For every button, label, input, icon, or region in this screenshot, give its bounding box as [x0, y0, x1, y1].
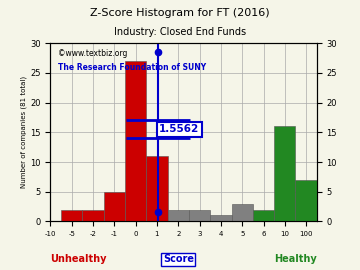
- Bar: [189, 210, 210, 221]
- Text: Z-Score Histogram for FT (2016): Z-Score Histogram for FT (2016): [90, 8, 270, 18]
- Bar: [253, 210, 274, 221]
- Bar: [104, 192, 125, 221]
- Bar: [168, 210, 189, 221]
- Text: Unhealthy: Unhealthy: [50, 254, 107, 264]
- Bar: [61, 210, 82, 221]
- Bar: [146, 156, 168, 221]
- Bar: [82, 210, 104, 221]
- Text: 1.5562: 1.5562: [159, 124, 199, 134]
- Text: Score: Score: [163, 254, 194, 264]
- Bar: [210, 215, 231, 221]
- Text: ©www.textbiz.org: ©www.textbiz.org: [58, 49, 128, 58]
- Text: The Research Foundation of SUNY: The Research Foundation of SUNY: [58, 63, 207, 72]
- Text: Healthy: Healthy: [274, 254, 317, 264]
- Y-axis label: Number of companies (81 total): Number of companies (81 total): [21, 76, 27, 188]
- Bar: [296, 180, 317, 221]
- Bar: [231, 204, 253, 221]
- Bar: [125, 61, 146, 221]
- Text: Industry: Closed End Funds: Industry: Closed End Funds: [114, 27, 246, 37]
- Bar: [274, 126, 296, 221]
